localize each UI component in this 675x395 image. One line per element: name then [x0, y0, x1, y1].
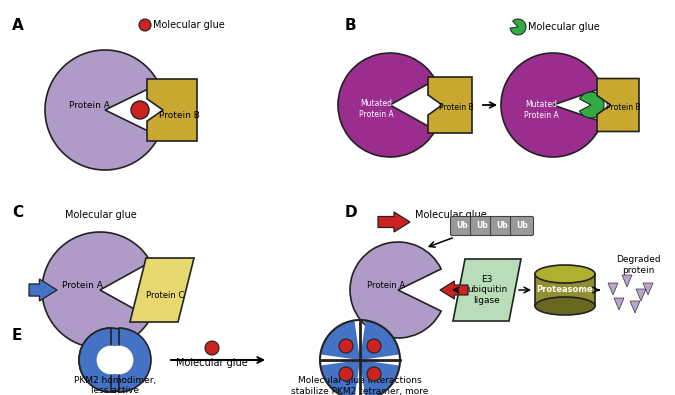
Text: Ub: Ub: [496, 222, 508, 231]
Polygon shape: [643, 283, 653, 295]
Text: Mutated
Protein A: Mutated Protein A: [358, 99, 394, 119]
Text: Protein C: Protein C: [146, 290, 184, 299]
Circle shape: [139, 19, 151, 31]
Wedge shape: [579, 92, 604, 118]
Wedge shape: [510, 19, 526, 35]
Circle shape: [367, 367, 381, 381]
Wedge shape: [45, 50, 159, 170]
Circle shape: [339, 367, 353, 381]
Text: E3
ubiquitin
ligase: E3 ubiquitin ligase: [467, 275, 507, 305]
Text: B: B: [345, 18, 356, 33]
Polygon shape: [130, 258, 194, 322]
Polygon shape: [453, 259, 521, 321]
Ellipse shape: [535, 265, 595, 283]
FancyBboxPatch shape: [510, 216, 533, 235]
Text: Molecular glue: Molecular glue: [65, 210, 137, 220]
FancyBboxPatch shape: [470, 216, 493, 235]
Text: Molecular glue: Molecular glue: [176, 358, 248, 368]
Text: Degraded
protein: Degraded protein: [616, 255, 660, 275]
Wedge shape: [97, 346, 118, 374]
Text: Molecular glue: Molecular glue: [153, 20, 225, 30]
Polygon shape: [597, 79, 639, 132]
Text: Molecular glue: Molecular glue: [528, 22, 600, 32]
Bar: [109, 346, 121, 373]
Wedge shape: [119, 328, 151, 392]
Ellipse shape: [535, 297, 595, 315]
Wedge shape: [79, 328, 111, 392]
Polygon shape: [608, 283, 618, 295]
FancyBboxPatch shape: [491, 216, 514, 235]
Polygon shape: [378, 212, 410, 232]
Text: Protein B: Protein B: [439, 103, 473, 113]
Text: Protein A: Protein A: [61, 280, 103, 290]
Text: Mutated
Protein A: Mutated Protein A: [524, 100, 558, 120]
Polygon shape: [622, 275, 632, 287]
Text: C: C: [12, 205, 23, 220]
Text: Molecular glue: Molecular glue: [415, 210, 487, 220]
Polygon shape: [614, 298, 624, 310]
Text: E: E: [12, 328, 22, 343]
Wedge shape: [338, 53, 435, 157]
Text: Protein B: Protein B: [159, 111, 199, 120]
Circle shape: [339, 339, 353, 353]
Wedge shape: [42, 232, 151, 348]
Polygon shape: [636, 289, 646, 301]
Text: PKM2 homodimer,
less active: PKM2 homodimer, less active: [74, 376, 156, 395]
Bar: [535, 274, 595, 306]
Polygon shape: [630, 301, 640, 313]
Text: Proteasome: Proteasome: [537, 286, 593, 295]
Wedge shape: [321, 360, 360, 395]
Text: Ub: Ub: [476, 222, 488, 231]
Text: Protein A: Protein A: [367, 280, 405, 290]
Polygon shape: [29, 279, 57, 301]
Circle shape: [205, 341, 219, 355]
Wedge shape: [501, 53, 602, 157]
Polygon shape: [428, 77, 472, 133]
Text: Protein A: Protein A: [69, 100, 109, 109]
Wedge shape: [360, 360, 400, 395]
Polygon shape: [147, 79, 197, 141]
Text: D: D: [345, 205, 358, 220]
Text: A: A: [12, 18, 24, 33]
Circle shape: [367, 339, 381, 353]
Wedge shape: [350, 242, 441, 338]
Wedge shape: [321, 320, 360, 360]
Text: Ub: Ub: [456, 222, 468, 231]
Circle shape: [131, 101, 149, 119]
Text: Protein B: Protein B: [605, 103, 641, 113]
Text: Ub: Ub: [516, 222, 528, 231]
FancyBboxPatch shape: [450, 216, 473, 235]
Wedge shape: [360, 320, 400, 360]
Text: Molecular glue interactions
stabilize PKM2 tetramer, more
active: Molecular glue interactions stabilize PK…: [292, 376, 429, 395]
Wedge shape: [79, 328, 143, 392]
Polygon shape: [440, 281, 468, 299]
Wedge shape: [112, 346, 134, 374]
